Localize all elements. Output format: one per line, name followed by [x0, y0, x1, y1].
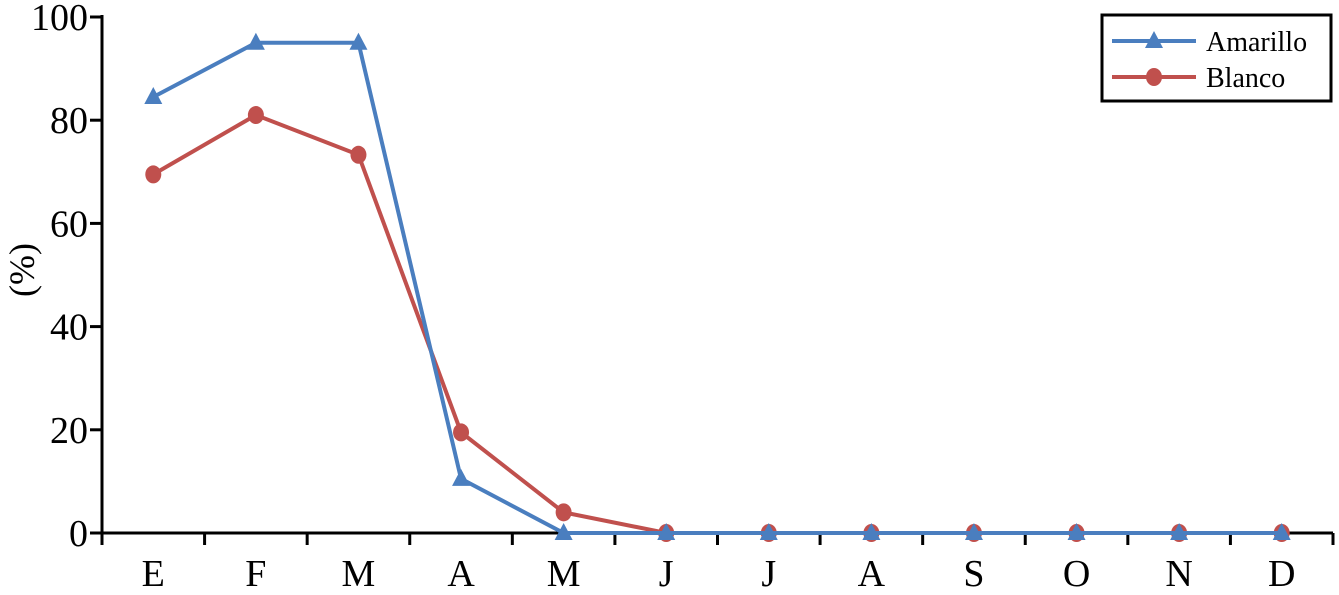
x-tick-label: D: [1268, 553, 1295, 590]
x-tick-label: E: [142, 553, 165, 590]
y-tick-label: 0: [69, 513, 88, 555]
legend-item: Blanco: [1112, 63, 1285, 94]
x-tick-label: S: [963, 553, 984, 590]
triangle-marker: [1170, 523, 1189, 540]
circle-marker: [350, 145, 367, 164]
x-tick-label: A: [447, 553, 475, 590]
circle-marker: [145, 165, 162, 184]
triangle-marker: [349, 32, 368, 50]
triangle-marker: [452, 468, 471, 486]
triangle-marker: [144, 86, 163, 104]
y-tick-label: 60: [50, 203, 88, 245]
legend: Amarillo Blanco: [1100, 13, 1333, 103]
x-tick-label: J: [659, 553, 674, 590]
triangle-marker: [1272, 523, 1291, 540]
triangle-marker: [657, 523, 676, 540]
y-tick-label: 40: [50, 307, 88, 349]
x-tick-label: A: [858, 553, 886, 590]
y-tick-label: 20: [50, 410, 88, 452]
series-amarillo: [144, 32, 1291, 540]
x-tick-label: J: [761, 553, 776, 590]
triangle-marker: [1067, 523, 1086, 540]
series-line: [152, 112, 1282, 535]
y-tick-label: 80: [50, 100, 88, 142]
triangle-marker: [964, 523, 983, 540]
series-blanco: [145, 106, 1290, 542]
axes: 0 20 40 60 80 100 E F M A M J J A S O N D: [31, 0, 1335, 595]
circle-marker: [453, 423, 470, 442]
triangle-marker: [759, 523, 778, 540]
circle-marker: [247, 106, 264, 125]
legend-label: Amarillo: [1206, 27, 1307, 58]
legend-box: [1100, 13, 1333, 103]
y-tick-label: 100: [31, 0, 88, 39]
circle-marker: [555, 503, 572, 522]
triangle-marker: [1145, 31, 1163, 48]
circle-marker: [1146, 68, 1162, 86]
series-group: [144, 32, 1291, 542]
triangle-marker: [554, 523, 573, 540]
x-tick-label: F: [245, 553, 266, 590]
series-line: [152, 40, 1282, 535]
legend-item: Amarillo: [1112, 27, 1307, 58]
x-tick-label: M: [342, 553, 376, 590]
y-axis-label: (%): [2, 243, 42, 297]
triangle-marker: [862, 523, 881, 540]
x-tick-label: M: [547, 553, 581, 590]
x-tick-label: N: [1165, 553, 1192, 590]
x-tick-label: O: [1063, 553, 1090, 590]
triangle-marker: [246, 32, 265, 50]
legend-label: Blanco: [1206, 63, 1285, 94]
